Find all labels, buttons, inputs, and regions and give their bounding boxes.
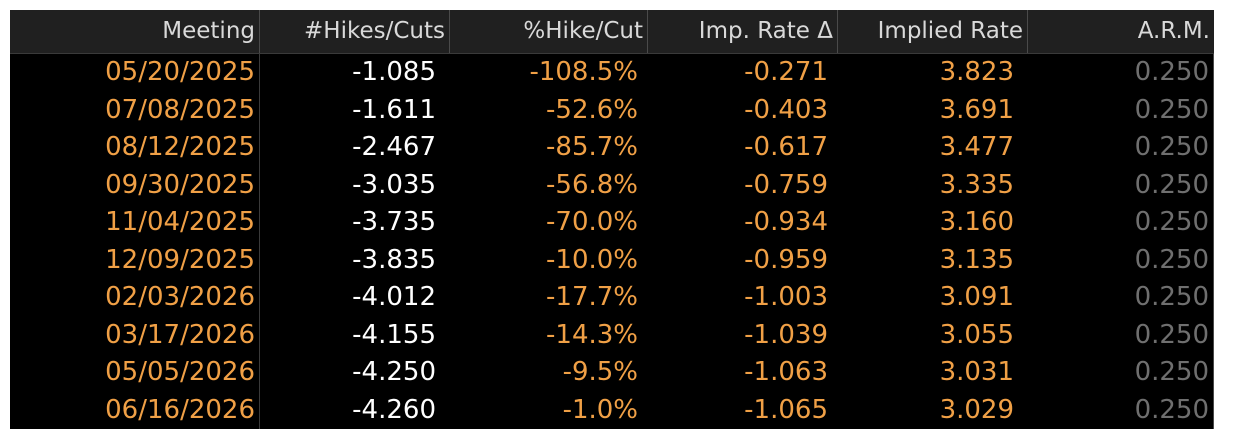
meeting-date-cell: 12/09/2025 xyxy=(10,241,260,279)
implied-rate-cell: 3.029 xyxy=(939,394,1014,425)
implied-rate-cell: 3.055 xyxy=(939,319,1014,350)
table-row[interactable]: 12/09/2025 -3.835 -10.0% -0.959 3.135 0.250 xyxy=(10,241,1214,279)
implied-rate-cell: 3.335 xyxy=(939,169,1014,200)
meeting-date-cell: 11/04/2025 xyxy=(10,204,260,242)
arm-cell: 0.250 xyxy=(1028,354,1214,392)
implied-rate-cell: 3.031 xyxy=(939,357,1014,387)
column-header-hikes-cuts[interactable]: #Hikes/Cuts xyxy=(260,10,450,53)
arm-cell: 0.250 xyxy=(1028,204,1214,242)
meeting-date-cell: 02/03/2026 xyxy=(10,279,260,317)
meeting-date-cell: 05/20/2025 xyxy=(10,54,260,92)
table-row[interactable]: 11/04/2025 -3.735 -70.0% -0.934 3.160 0.250 xyxy=(10,204,1214,242)
implied-rate-cell: 3.823 xyxy=(939,57,1014,87)
table-row[interactable]: 06/16/2026 -4.260 -1.0% -1.065 3.029 0.250 xyxy=(10,391,1214,429)
pct-hike-cut-cell: -14.3% xyxy=(546,319,638,350)
imp-rate-delta-cell: -0.959 xyxy=(744,244,828,275)
imp-rate-delta-cell: -0.403 xyxy=(744,94,828,125)
hikes-cuts-cell: -1.085 xyxy=(352,57,436,87)
meeting-date-cell: 08/12/2025 xyxy=(10,129,260,167)
pct-hike-cut-cell: -1.0% xyxy=(562,394,638,425)
imp-rate-delta-cell: -1.003 xyxy=(744,282,828,312)
arm-cell: 0.250 xyxy=(1028,316,1214,354)
meeting-date-cell: 07/08/2025 xyxy=(10,91,260,129)
hikes-cuts-cell: -4.260 xyxy=(352,394,436,425)
implied-rate-cell: 3.091 xyxy=(939,282,1014,312)
rate-probability-table: Meeting #Hikes/Cuts %Hike/Cut Imp. Rate … xyxy=(10,10,1214,429)
arm-cell: 0.250 xyxy=(1028,241,1214,279)
imp-rate-delta-cell: -0.934 xyxy=(744,207,828,237)
arm-cell: 0.250 xyxy=(1028,129,1214,167)
implied-rate-cell: 3.160 xyxy=(939,207,1014,237)
implied-rate-cell: 3.477 xyxy=(939,132,1014,162)
pct-hike-cut-cell: -10.0% xyxy=(546,244,638,275)
pct-hike-cut-cell: -17.7% xyxy=(546,282,638,312)
imp-rate-delta-cell: -0.759 xyxy=(744,169,828,200)
column-header-pct-hike-cut[interactable]: %Hike/Cut xyxy=(450,10,648,53)
column-header-arm[interactable]: A.R.M. xyxy=(1137,18,1210,44)
hikes-cuts-cell: -1.611 xyxy=(352,94,436,125)
table-row[interactable]: 03/17/2026 -4.155 -14.3% -1.039 3.055 0.250 xyxy=(10,316,1214,354)
hikes-cuts-cell: -4.250 xyxy=(352,357,436,387)
table-row[interactable]: 05/05/2026 -4.250 -9.5% -1.063 3.031 0.250 xyxy=(10,354,1214,392)
meeting-date-cell: 05/05/2026 xyxy=(10,354,260,392)
hikes-cuts-cell: -3.735 xyxy=(352,207,436,237)
hikes-cuts-cell: -4.012 xyxy=(352,282,436,312)
arm-cell: 0.250 xyxy=(1028,166,1214,204)
meeting-date-cell: 03/17/2026 xyxy=(10,316,260,354)
pct-hike-cut-cell: -85.7% xyxy=(546,132,638,162)
pct-hike-cut-cell: -52.6% xyxy=(546,94,638,125)
arm-cell: 0.250 xyxy=(1028,54,1214,92)
pct-hike-cut-cell: -70.0% xyxy=(546,207,638,237)
pct-hike-cut-cell: -108.5% xyxy=(529,57,638,87)
table-row[interactable]: 08/12/2025 -2.467 -85.7% -0.617 3.477 0.250 xyxy=(10,129,1214,167)
imp-rate-delta-cell: -1.063 xyxy=(744,357,828,387)
meeting-date-cell: 09/30/2025 xyxy=(10,166,260,204)
hikes-cuts-cell: -4.155 xyxy=(352,319,436,350)
pct-hike-cut-cell: -56.8% xyxy=(546,169,638,200)
table-row[interactable]: 02/03/2026 -4.012 -17.7% -1.003 3.091 0.250 xyxy=(10,279,1214,317)
implied-rate-cell: 3.135 xyxy=(939,244,1014,275)
imp-rate-delta-cell: -1.039 xyxy=(744,319,828,350)
imp-rate-delta-cell: -0.271 xyxy=(744,57,828,87)
column-header-imp-rate-delta[interactable]: Imp. Rate Δ xyxy=(648,10,838,53)
arm-cell: 0.250 xyxy=(1028,279,1214,317)
table-row[interactable]: 09/30/2025 -3.035 -56.8% -0.759 3.335 0.250 xyxy=(10,166,1214,204)
imp-rate-delta-cell: -0.617 xyxy=(744,132,828,162)
hikes-cuts-cell: -3.835 xyxy=(352,244,436,275)
table-header-row: Meeting #Hikes/Cuts %Hike/Cut Imp. Rate … xyxy=(10,10,1214,54)
arm-cell: 0.250 xyxy=(1028,391,1214,429)
arm-cell: 0.250 xyxy=(1028,91,1214,129)
column-header-meeting[interactable]: Meeting xyxy=(10,10,260,53)
column-header-implied-rate[interactable]: Implied Rate xyxy=(838,10,1028,53)
hikes-cuts-cell: -2.467 xyxy=(352,132,436,162)
table-row[interactable]: 05/20/2025 -1.085 -108.5% -0.271 3.823 0.250 xyxy=(10,54,1214,92)
table-body: 05/20/2025 -1.085 -108.5% -0.271 3.823 0.250 0… xyxy=(10,54,1214,429)
pct-hike-cut-cell: -9.5% xyxy=(562,357,638,387)
meeting-date-cell: 06/16/2026 xyxy=(10,391,260,429)
hikes-cuts-cell: -3.035 xyxy=(352,169,436,200)
implied-rate-cell: 3.691 xyxy=(939,94,1014,125)
imp-rate-delta-cell: -1.065 xyxy=(744,394,828,425)
table-row[interactable]: 07/08/2025 -1.611 -52.6% -0.403 3.691 0.250 xyxy=(10,91,1214,129)
